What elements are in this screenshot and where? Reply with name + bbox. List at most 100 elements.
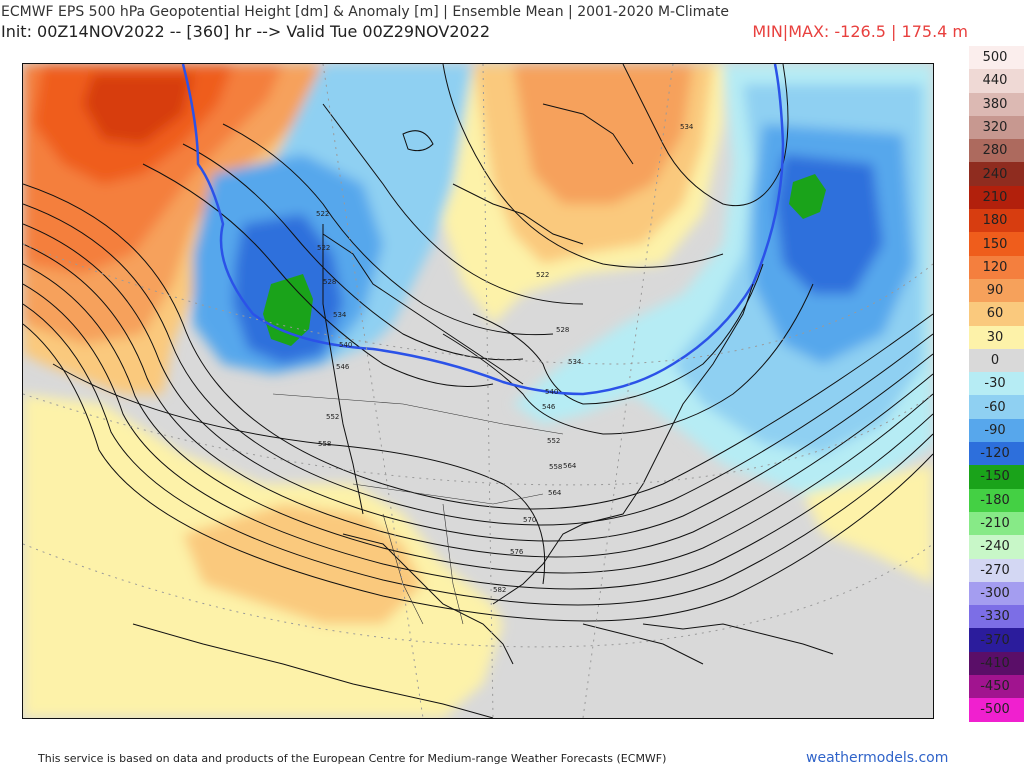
colorbar-label: -300 (980, 585, 1010, 601)
colorbar-swatch (969, 698, 1024, 722)
colorbar-item: 150 (969, 232, 1024, 256)
anomaly-zero-line (181, 64, 785, 396)
colorbar-swatch (969, 302, 1024, 326)
green-anomaly-atlantic (789, 174, 826, 219)
colorbar-swatch (969, 46, 1024, 70)
colorbar-item: 210 (969, 185, 1024, 210)
colorbar-label: -180 (980, 492, 1010, 508)
colorbar-label: -450 (980, 679, 1010, 695)
colorbar-item: 440 (969, 69, 1024, 93)
colorbar-swatch (969, 395, 1024, 419)
contour-label: 564 (563, 462, 577, 470)
colorbar-item: 30 (969, 325, 1024, 349)
contour-label: 522 (536, 271, 549, 279)
colorbar-item: 500 (969, 46, 1024, 70)
colorbar-item: 0 (969, 348, 1024, 373)
colorbar-swatch (969, 348, 1024, 373)
colorbar-label: 240 (982, 166, 1008, 182)
colorbar-swatch (969, 675, 1024, 699)
colorbar-label: -30 (984, 376, 1006, 392)
colorbar-item: -180 (969, 488, 1024, 512)
contour-label: 552 (326, 413, 339, 421)
colorbar-swatch (969, 628, 1024, 652)
colorbar-label: 90 (986, 283, 1004, 299)
colorbar-item: -60 (969, 395, 1024, 419)
colorbar-label: -270 (980, 562, 1010, 578)
contour-label: 570 (523, 516, 536, 524)
ecmwf-credit: This service is based on data and produc… (38, 752, 667, 765)
colorbar-item: 320 (969, 115, 1024, 140)
colorbar-item: -370 (969, 628, 1024, 652)
colorbar-label: -90 (984, 422, 1006, 438)
colorbar-item: -30 (969, 372, 1024, 396)
colorbar-swatch (969, 325, 1024, 349)
contour-label: 582 (493, 586, 506, 594)
map-svg: 5225345225285345405465525585645705765825… (23, 64, 933, 718)
colorbar-swatch (969, 581, 1024, 606)
minmax-readout: MIN|MAX: -126.5 | 175.4 m (752, 22, 968, 41)
colorbar-label: -120 (980, 446, 1010, 462)
height-contours (23, 64, 933, 622)
contour-label: 546 (336, 363, 350, 371)
colorbar-label: -210 (980, 516, 1010, 532)
colorbar-item: -240 (969, 535, 1024, 559)
colorbar-swatch (969, 209, 1024, 233)
contour-label: 558 (318, 440, 331, 448)
colorbar-item: 180 (969, 209, 1024, 233)
colorbar-label: 380 (982, 96, 1008, 112)
colorbar-item: 280 (969, 139, 1024, 163)
contour-label: 528 (556, 326, 569, 334)
colorbar-swatch (969, 372, 1024, 396)
contour-label: 540 (545, 388, 558, 396)
colorbar-label: 60 (986, 306, 1004, 322)
colorbar-swatch (969, 651, 1024, 676)
colorbar-swatch (969, 278, 1024, 303)
contour-label: 534 (568, 358, 582, 366)
colorbar-swatch (969, 535, 1024, 559)
contour-label: 546 (542, 403, 556, 411)
colorbar-label: -150 (980, 469, 1010, 485)
colorbar-item: 90 (969, 278, 1024, 303)
colorbar-label: 280 (982, 143, 1008, 159)
colorbar-label: 320 (982, 120, 1008, 136)
colorbar-swatch (969, 511, 1024, 536)
coastlines (132, 103, 834, 718)
colorbar-swatch (969, 465, 1024, 489)
colorbar-swatch (969, 442, 1024, 466)
contour-label: 534 (680, 123, 694, 131)
contour-labels: 5225345225285345405465525585645705765825… (316, 123, 694, 594)
contour-label: 564 (548, 489, 562, 497)
colorbar-item: 380 (969, 92, 1024, 116)
colorbar-label: 440 (982, 73, 1008, 89)
chart-title: ECMWF EPS 500 hPa Geopotential Height [d… (1, 4, 729, 20)
contour-label: 552 (547, 437, 560, 445)
colorbar-item: -270 (969, 558, 1024, 582)
site-link[interactable]: weathermodels.com (806, 750, 949, 766)
contour-label: 558 (549, 463, 562, 471)
colorbar-label: -60 (984, 399, 1006, 415)
colorbar-swatch (969, 232, 1024, 256)
colorbar-item: -120 (969, 442, 1024, 466)
anomaly-map[interactable]: 522 534 522 528 534 540 546 552 558 564 570 576 582 5… (22, 63, 934, 719)
colorbar-item: 120 (969, 255, 1024, 279)
colorbar-label: 150 (982, 236, 1008, 252)
colorbar-label: -410 (980, 655, 1010, 671)
colorbar-swatch (969, 92, 1024, 116)
colorbar-swatch (969, 185, 1024, 210)
colorbar-label: -330 (980, 609, 1010, 625)
contour-label: 576 (510, 548, 524, 556)
colorbar-swatch (969, 162, 1024, 186)
lat-lon-grid (23, 64, 933, 718)
chart-subtitle: Init: 00Z14NOV2022 -- [360] hr --> Valid… (1, 22, 491, 41)
colorbar-swatch (969, 69, 1024, 93)
colorbar-label: 500 (982, 50, 1008, 66)
contour-label: 528 (323, 278, 336, 286)
colorbar-label: 180 (982, 213, 1008, 229)
colorbar-label: -240 (980, 539, 1010, 555)
contour-label: 534 (333, 311, 347, 319)
colorbar-item: -90 (969, 418, 1024, 443)
colorbar-item: -330 (969, 605, 1024, 629)
colorbar-item: 60 (969, 302, 1024, 326)
colorbar-item: -210 (969, 511, 1024, 536)
colorbar-swatch (969, 115, 1024, 140)
